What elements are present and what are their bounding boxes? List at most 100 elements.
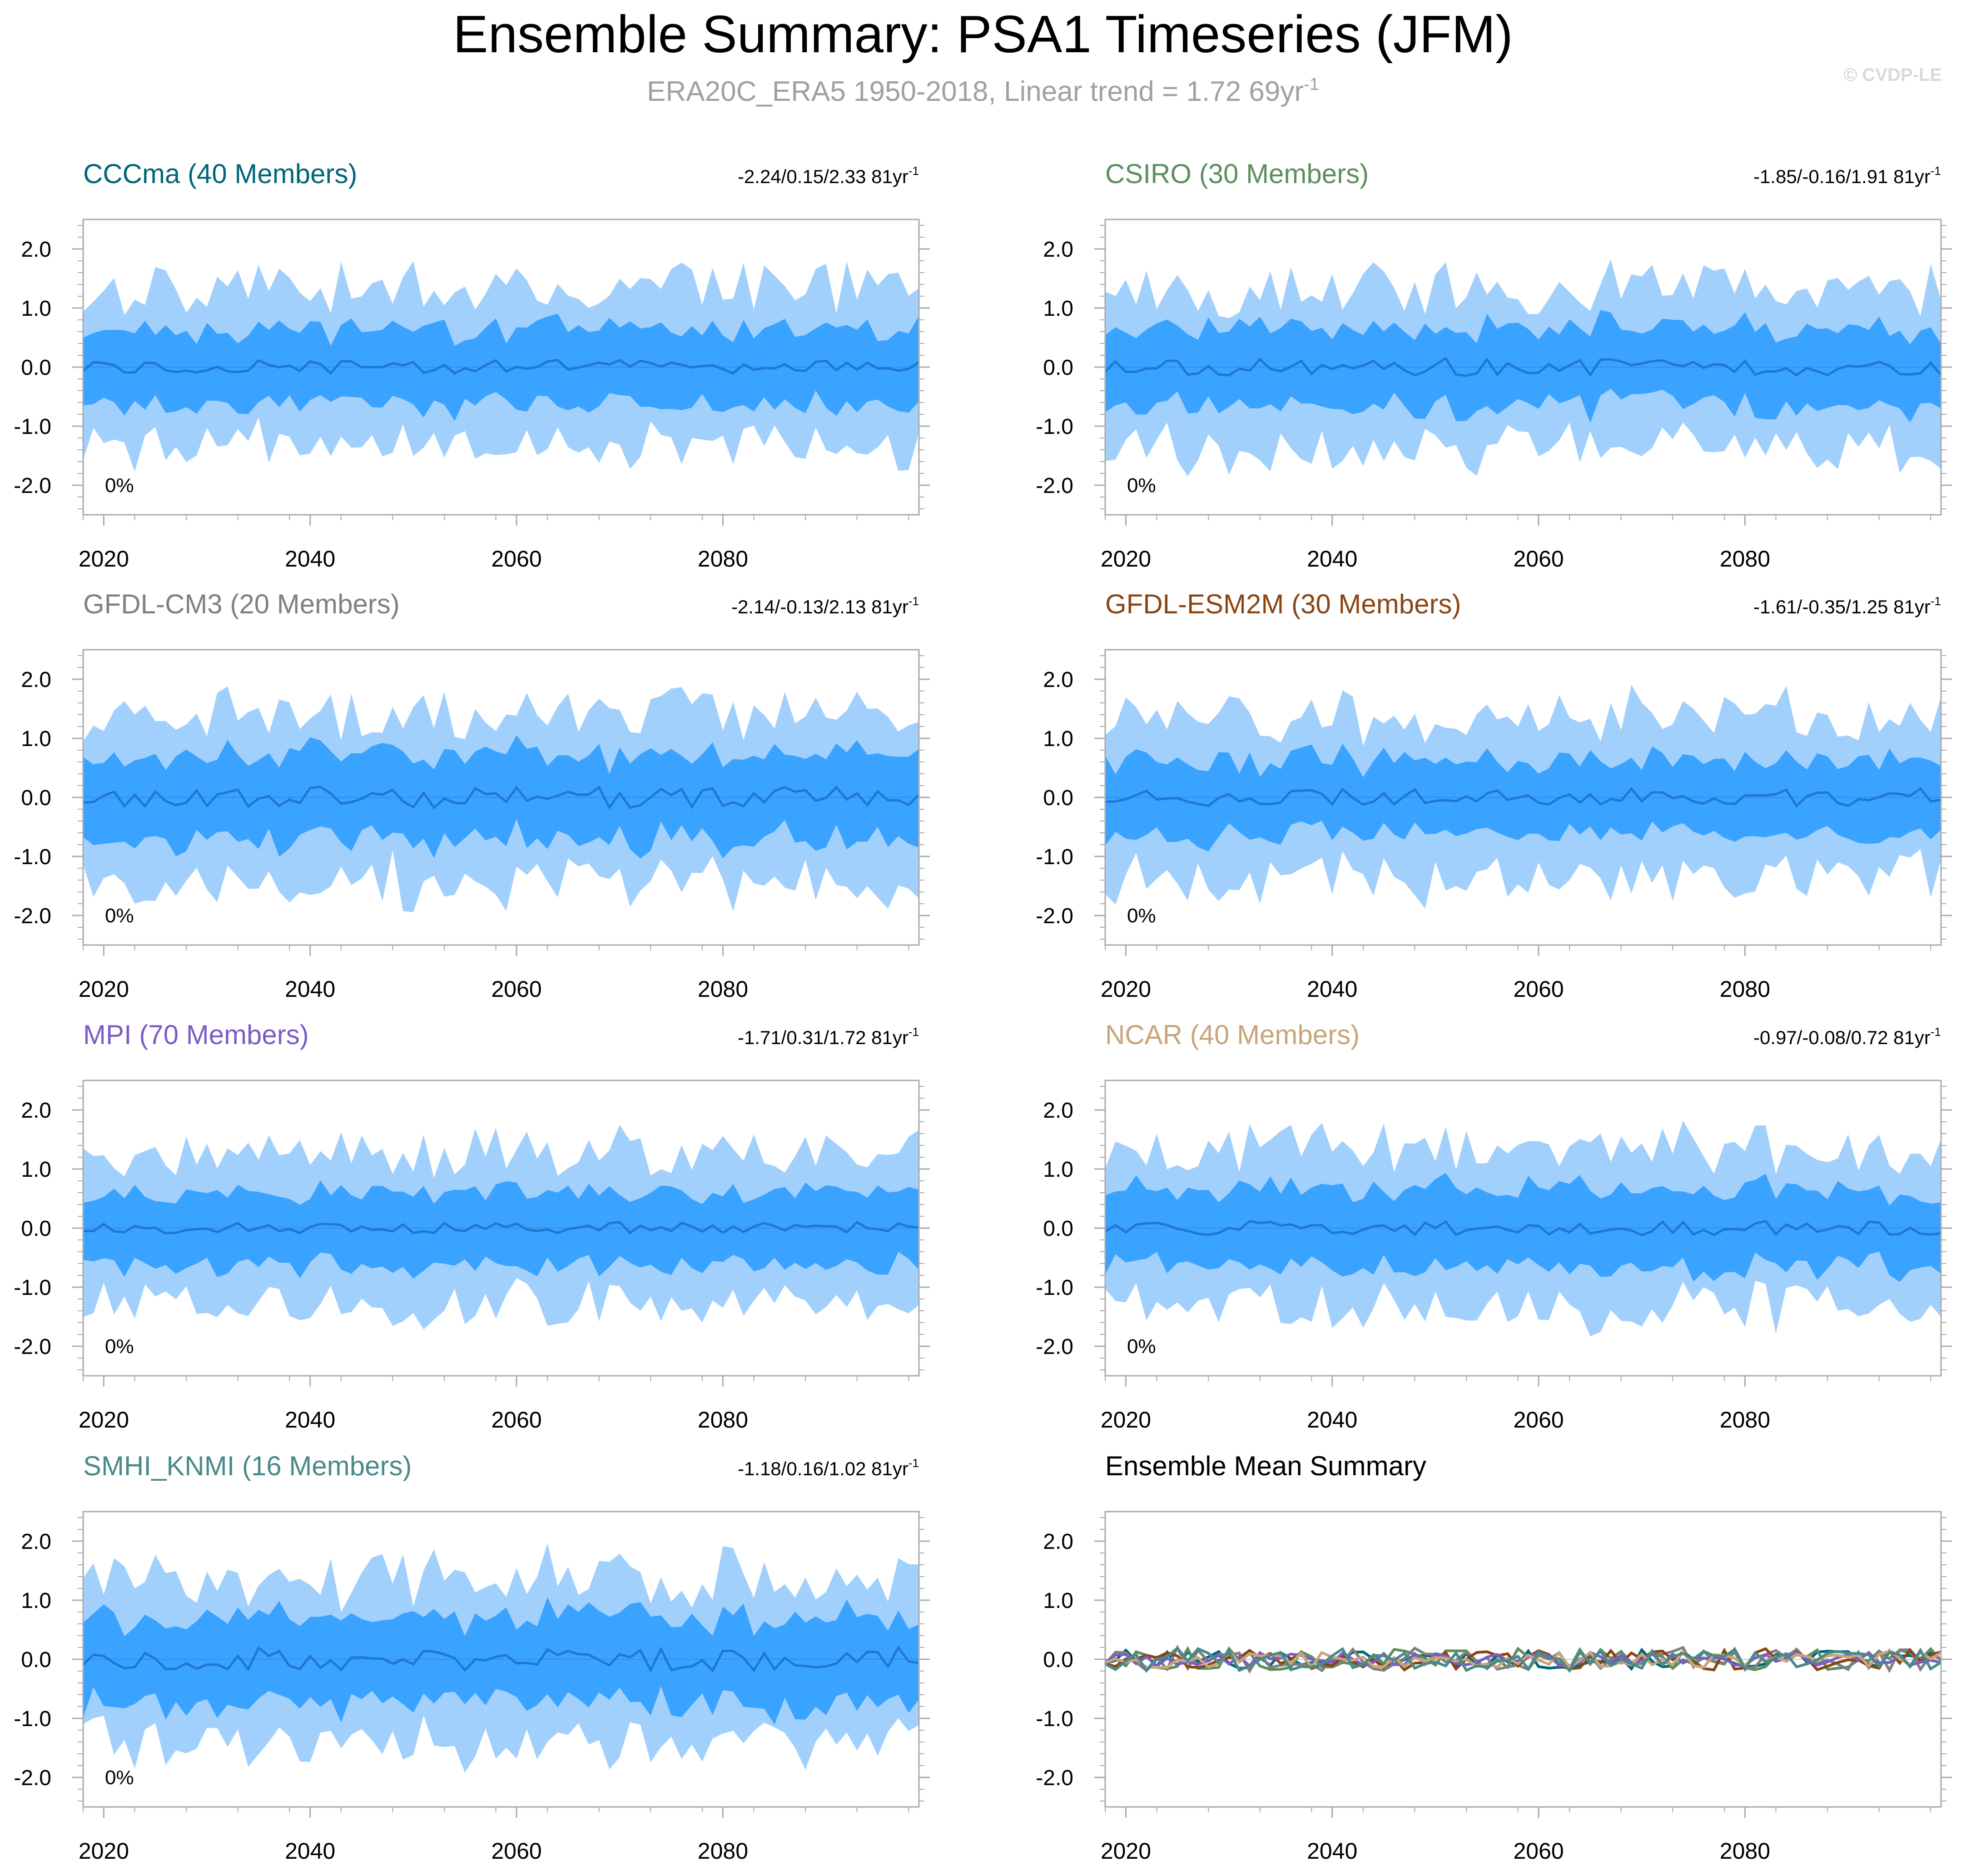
y-tick-label: 0.0: [21, 1217, 51, 1241]
chart-panel: GFDL-ESM2M (30 Members) -1.61/-0.35/1.25 …: [1036, 589, 1952, 1002]
y-tick-label: -2.0: [14, 904, 51, 928]
y-tick-label: 0.0: [21, 1648, 51, 1672]
y-tick-label: -1.0: [1036, 415, 1073, 439]
y-tick-label: -2.0: [1036, 1335, 1073, 1359]
y-tick-label: 1.0: [21, 1158, 51, 1182]
panel-title: SMHI_KNMI (16 Members): [83, 1451, 412, 1481]
y-tick-label: 1.0: [1043, 1158, 1073, 1182]
y-tick-label: 1.0: [1043, 297, 1073, 321]
y-tick-label: 0.0: [1043, 1648, 1073, 1672]
inner-range-band: [1105, 310, 1941, 423]
x-tick-label: 2040: [285, 546, 335, 572]
watermark: © CVDP-LE: [1844, 65, 1942, 85]
x-tick-label: 2060: [1513, 976, 1564, 1002]
x-tick-label: 2060: [1513, 546, 1564, 572]
series-line: [1104, 1649, 1942, 1670]
panel-title: CCCma (40 Members): [83, 159, 357, 189]
ensemble-mean-line: [82, 358, 920, 375]
y-tick-label: -1.0: [1036, 845, 1073, 869]
x-tick-label: 2060: [491, 546, 541, 572]
x-tick-label: 2080: [698, 1838, 748, 1864]
y-tick-label: -2.0: [14, 1335, 51, 1359]
y-tick-label: 2.0: [1043, 668, 1073, 692]
ensemble-mean-line: [83, 1220, 919, 1235]
y-tick-label: 1.0: [1043, 1589, 1073, 1613]
y-tick-label: -2.0: [1036, 474, 1073, 498]
percent-label: 0%: [105, 474, 134, 497]
y-tick-label: 1.0: [21, 297, 51, 321]
panel-title: NCAR (40 Members): [1105, 1020, 1360, 1050]
ensemble-mean-line: [1104, 357, 1942, 377]
panel-title: GFDL-ESM2M (30 Members): [1105, 589, 1461, 619]
panel-stats-sup: -1: [1931, 1025, 1941, 1039]
figure-subtitle: ERA20C_ERA5 1950-2018, Linear trend = 1.…: [647, 75, 1319, 107]
chart-panel: CSIRO (30 Members) -1.85/-0.16/1.91 81yr-…: [1036, 159, 1952, 572]
panel-stats-sup: -1: [909, 1456, 919, 1470]
y-tick-label: -1.0: [14, 1707, 51, 1731]
inner-range-band: [83, 1597, 919, 1725]
x-tick-label: 2020: [1101, 976, 1151, 1002]
panel-stats: -1.85/-0.16/1.91 81yr-1: [1753, 164, 1941, 187]
x-tick-label: 2060: [1513, 1407, 1564, 1433]
y-tick-label: -2.0: [1036, 904, 1073, 928]
panel-stats-sup: -1: [909, 594, 919, 608]
x-tick-label: 2080: [698, 546, 748, 572]
y-tick-label: 1.0: [21, 727, 51, 751]
panel-stats: -2.24/0.15/2.33 81yr-1: [738, 164, 919, 187]
panels: CCCma (40 Members) -2.24/0.15/2.33 81yr-1…: [14, 159, 1952, 1864]
x-tick-label: 2040: [285, 1407, 335, 1433]
y-tick-label: -1.0: [1036, 1276, 1073, 1300]
x-tick-label: 2080: [1720, 976, 1770, 1002]
panel-title: GFDL-CM3 (20 Members): [83, 589, 400, 619]
chart-panel: MPI (70 Members) -1.71/0.31/1.72 81yr-1 0%…: [14, 1020, 930, 1433]
y-tick-label: -1.0: [14, 1276, 51, 1300]
y-tick-label: 0.0: [21, 786, 51, 810]
panel-stats-text: -1.18/0.16/1.02 81yr: [738, 1458, 909, 1479]
x-tick-label: 2080: [1720, 1838, 1770, 1864]
y-tick-label: -2.0: [1036, 1766, 1073, 1790]
x-tick-label: 2020: [1101, 1407, 1151, 1433]
x-tick-label: 2060: [491, 1838, 541, 1864]
y-tick-label: 2.0: [21, 1530, 51, 1554]
y-tick-label: 0.0: [1043, 1217, 1073, 1241]
y-tick-label: 0.0: [21, 356, 51, 380]
y-tick-label: -1.0: [14, 415, 51, 439]
x-tick-label: 2060: [1513, 1838, 1564, 1864]
panel-stats-sup: -1: [1931, 594, 1941, 608]
x-tick-label: 2080: [1720, 1407, 1770, 1433]
panel-stats-text: -1.61/-0.35/1.25 81yr: [1753, 596, 1931, 617]
panel-stats: -1.61/-0.35/1.25 81yr-1: [1753, 594, 1941, 617]
figure-title: Ensemble Summary: PSA1 Timeseries (JFM): [453, 5, 1513, 64]
chart-panel: SMHI_KNMI (16 Members) -1.18/0.16/1.02 81…: [14, 1451, 930, 1864]
y-tick-label: -2.0: [14, 474, 51, 498]
percent-label: 0%: [1127, 1335, 1156, 1358]
panel-stats: -1.18/0.16/1.02 81yr-1: [738, 1456, 919, 1479]
chart-panel: GFDL-CM3 (20 Members) -2.14/-0.13/2.13 81…: [14, 589, 930, 1002]
y-tick-label: -1.0: [1036, 1707, 1073, 1731]
panel-stats-text: -1.71/0.31/1.72 81yr: [738, 1027, 909, 1048]
panel-title: Ensemble Mean Summary: [1105, 1451, 1426, 1481]
y-tick-label: 1.0: [1043, 727, 1073, 751]
x-tick-label: 2020: [79, 976, 129, 1002]
y-tick-label: 2.0: [21, 238, 51, 262]
ensemble-mean-line: [1105, 786, 1941, 808]
y-tick-label: 2.0: [21, 1099, 51, 1123]
ensemble-mean-line: [83, 785, 920, 810]
chart-panel: NCAR (40 Members) -0.97/-0.08/0.72 81yr-1…: [1036, 1020, 1952, 1433]
x-tick-label: 2020: [1101, 546, 1151, 572]
panel-stats: -0.97/-0.08/0.72 81yr-1: [1753, 1025, 1941, 1048]
x-tick-label: 2040: [1307, 976, 1357, 1002]
panel-stats-sup: -1: [909, 164, 919, 178]
x-tick-label: 2080: [698, 1407, 748, 1433]
x-tick-label: 2020: [1101, 1838, 1151, 1864]
x-tick-label: 2060: [491, 976, 541, 1002]
percent-label: 0%: [105, 1335, 134, 1358]
panel-title: MPI (70 Members): [83, 1020, 309, 1050]
panel-stats: -2.14/-0.13/2.13 81yr-1: [731, 594, 919, 617]
y-tick-label: 2.0: [1043, 1099, 1073, 1123]
panel-stats-text: -2.24/0.15/2.33 81yr: [738, 166, 909, 187]
x-tick-label: 2040: [1307, 1407, 1357, 1433]
inner-range-band: [83, 1180, 919, 1279]
panel-title: CSIRO (30 Members): [1105, 159, 1369, 189]
